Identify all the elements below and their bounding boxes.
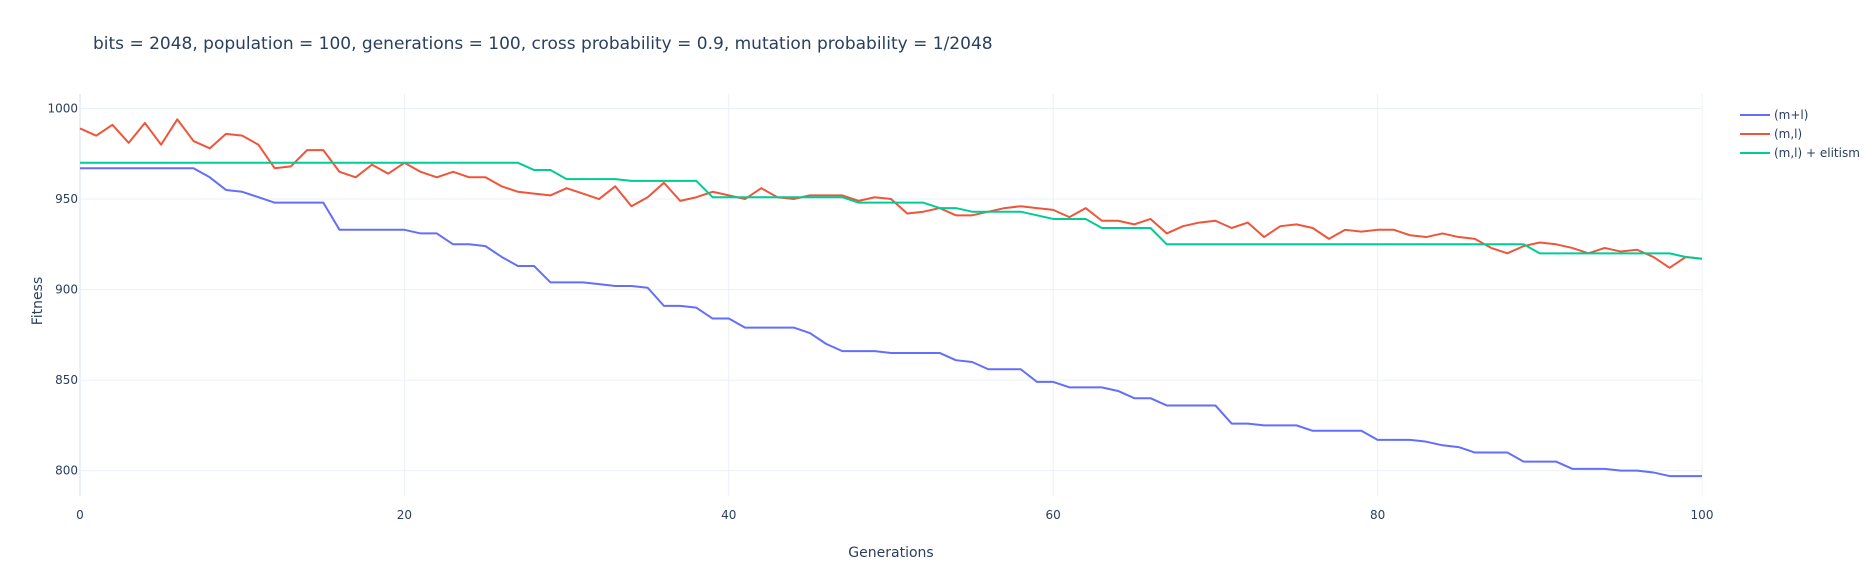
gridlines	[79, 94, 1703, 496]
series-line-3	[80, 161, 1703, 260]
series-line-1	[80, 167, 1702, 478]
y-tick-label: 1000	[47, 101, 78, 115]
legend-label: (m,l)	[1774, 127, 1802, 141]
legend[interactable]: (m+l) (m,l) (m,l) + elitism	[1740, 108, 1860, 160]
series-line-2	[79, 118, 1703, 269]
y-tick-label: 900	[55, 283, 78, 297]
x-tick-label: 0	[76, 508, 84, 522]
legend-label: (m,l) + elitism	[1774, 146, 1860, 160]
y-tick-label: 800	[55, 464, 78, 478]
y-tick-label: 950	[55, 192, 78, 206]
legend-item-1[interactable]: (m+l)	[1740, 108, 1808, 122]
x-tick-label: 80	[1370, 508, 1385, 522]
chart-title: bits = 2048, population = 100, generatio…	[93, 34, 993, 54]
x-tick-label: 40	[721, 508, 736, 522]
x-tick-label: 20	[397, 508, 412, 522]
series-lines	[79, 118, 1703, 478]
legend-label: (m+l)	[1774, 108, 1808, 122]
y-tick-label: 850	[55, 373, 78, 387]
legend-item-3[interactable]: (m,l) + elitism	[1740, 146, 1860, 160]
y-axis-title: Fitness	[30, 277, 46, 326]
x-tick-label: 100	[1691, 508, 1714, 522]
x-tick-label: 60	[1046, 508, 1061, 522]
x-axis-ticks: 0 20 40 60 80 100	[76, 508, 1713, 522]
legend-item-2[interactable]: (m,l)	[1740, 127, 1802, 141]
x-axis-title: Generations	[848, 545, 933, 561]
y-axis-ticks: 800 850 900 950 1000	[47, 101, 78, 477]
